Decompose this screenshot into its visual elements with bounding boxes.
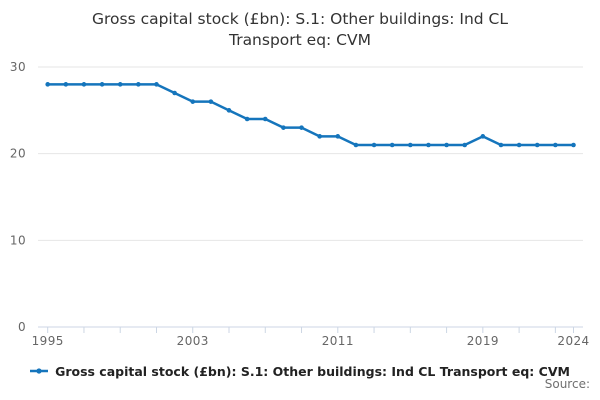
- data-point: [117, 82, 123, 87]
- data-point: [172, 90, 177, 96]
- data-point: [281, 125, 286, 130]
- x-axis-tick-label: 2011: [322, 334, 354, 348]
- data-point: [462, 142, 468, 148]
- x-axis-tick-label: 1995: [32, 334, 64, 348]
- chart-title-line-2: Transport eq: CVM: [229, 31, 371, 49]
- data-point: [571, 142, 576, 148]
- data-point: [244, 116, 250, 122]
- data-point: [208, 99, 214, 104]
- data-point: [371, 142, 377, 148]
- data-point: [63, 82, 69, 87]
- data-point: [553, 142, 558, 148]
- line-chart-plot: 0 10 20 30 1995 2003 2011 2019 2024: [10, 60, 589, 348]
- data-point: [480, 134, 486, 139]
- x-axis-tick-label: 2003: [177, 334, 209, 348]
- data-point: [444, 142, 449, 148]
- legend-label: Gross capital stock (£bn): S.1: Other bu…: [55, 363, 570, 379]
- legend-line-marker-icon: [30, 368, 49, 374]
- data-point: [136, 82, 141, 87]
- y-axis-tick-label: 10: [10, 233, 26, 247]
- series-line: [46, 83, 575, 147]
- data-point: [317, 134, 322, 139]
- data-point: [81, 82, 87, 87]
- data-point: [498, 142, 504, 148]
- data-point: [516, 142, 522, 148]
- data-point: [262, 116, 268, 122]
- data-point: [353, 142, 359, 148]
- chart-legend[interactable]: Gross capital stock (£bn): S.1: Other bu…: [0, 361, 600, 381]
- chart-title: Gross capital stock (£bn): S.1: Other bu…: [0, 9, 600, 51]
- data-point: [534, 142, 540, 148]
- data-point: [190, 99, 196, 104]
- x-axis-tick-label: 2024: [557, 334, 589, 348]
- y-axis-tick-label: 0: [18, 320, 26, 334]
- x-axis-tick-label: 2019: [467, 334, 499, 348]
- data-point: [335, 134, 341, 139]
- data-point: [99, 82, 105, 87]
- y-axis-tick-label: 30: [10, 60, 26, 74]
- y-axis-tick-label: 20: [10, 147, 26, 161]
- data-point: [408, 142, 413, 148]
- source-label: Source:: [544, 377, 590, 391]
- data-point: [389, 142, 395, 148]
- data-point: [45, 82, 50, 87]
- data-point: [299, 125, 304, 130]
- data-point: [154, 82, 159, 87]
- data-point: [226, 108, 232, 113]
- chart-title-line-1: Gross capital stock (£bn): S.1: Other bu…: [91, 10, 509, 28]
- data-point: [426, 142, 431, 148]
